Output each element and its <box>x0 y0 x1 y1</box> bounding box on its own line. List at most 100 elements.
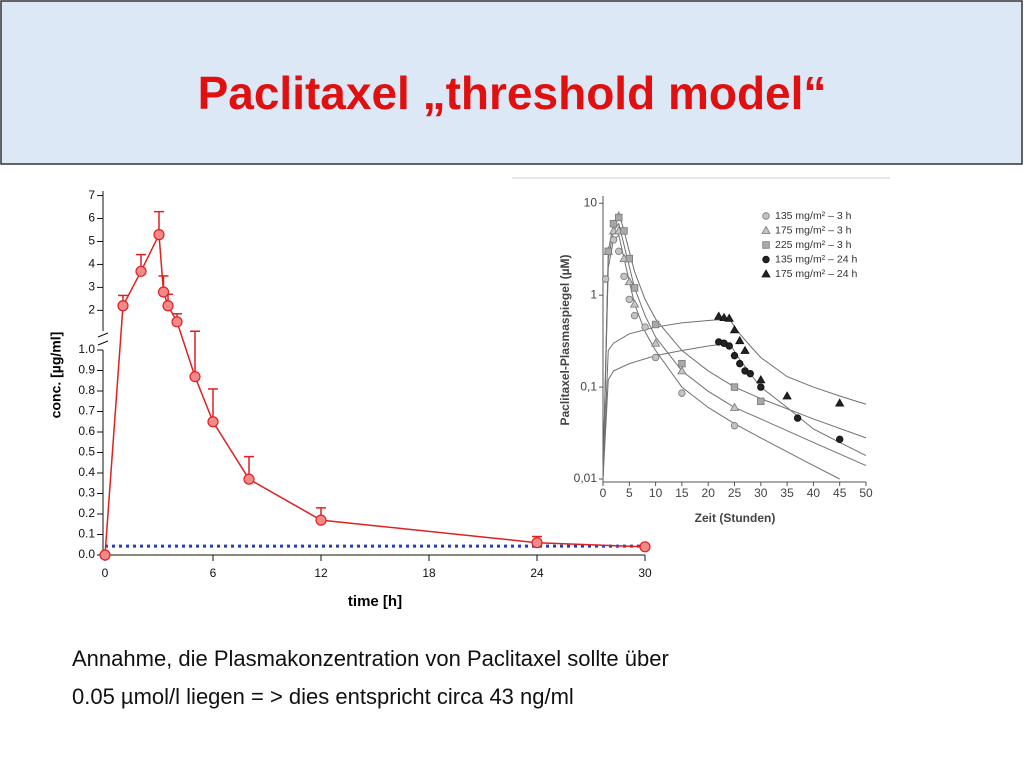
data-point <box>651 320 660 329</box>
y-tick-label: 3 <box>88 280 95 294</box>
x-tick-label: 12 <box>314 566 328 580</box>
data-point <box>736 359 744 368</box>
data-point <box>836 435 844 444</box>
x-tick-label: 35 <box>780 486 794 500</box>
x-tick-label: 5 <box>626 486 633 500</box>
x-tick-label: 45 <box>833 486 847 500</box>
legend-marker <box>762 241 770 249</box>
x-tick-label: 0 <box>600 486 607 500</box>
y-tick-label: 0.0 <box>78 547 95 561</box>
y-tick-label: 2 <box>88 303 95 317</box>
data-point <box>630 284 639 292</box>
y-tick-label: 0.3 <box>78 486 95 500</box>
y-tick-label: 7 <box>88 188 95 202</box>
y-tick-label: 1.0 <box>78 342 95 356</box>
data-point <box>782 391 792 400</box>
data-point <box>735 335 745 345</box>
axis-break <box>97 332 109 338</box>
data-point <box>677 366 687 375</box>
x-tick-label: 20 <box>702 486 716 500</box>
data-point <box>624 276 634 286</box>
data-point <box>604 247 612 256</box>
legend-label: 135 mg/m² – 24 h <box>775 253 857 265</box>
y-tick-label: 0.9 <box>78 363 95 377</box>
data-point <box>620 272 628 281</box>
data-point <box>157 286 170 298</box>
y-tick-label: 5 <box>88 234 95 248</box>
data-point <box>162 300 174 312</box>
legend-label: 175 mg/m² – 3 h <box>775 224 852 236</box>
slide-title: Paclitaxel „threshold model“ <box>198 67 827 119</box>
data-point <box>641 323 649 331</box>
data-point <box>99 549 111 561</box>
data-point <box>315 514 327 526</box>
data-point <box>756 375 766 384</box>
data-point <box>724 313 734 322</box>
y-axis-label: Paclitaxel-Plasmaspiegel (µM) <box>558 255 572 426</box>
x-tick-label: 18 <box>422 566 436 580</box>
axis-break <box>97 340 109 346</box>
legend-marker <box>761 225 771 234</box>
data-point <box>207 416 219 428</box>
body-text: Annahme, die Plasmakonzentration von Pac… <box>72 646 669 671</box>
data-point <box>729 402 740 411</box>
data-point <box>757 397 765 406</box>
x-tick-label: 30 <box>754 486 768 500</box>
data-point <box>171 316 183 328</box>
data-point <box>730 422 739 430</box>
x-tick-label: 0 <box>102 566 109 580</box>
data-point <box>601 275 610 283</box>
y-axis-label: conc. [µg/ml] <box>48 332 64 419</box>
data-point <box>615 247 623 256</box>
data-point <box>609 236 618 244</box>
y-tick-label: 0.2 <box>78 506 95 520</box>
error-bar <box>190 330 200 377</box>
y-tick-label: 0.7 <box>78 404 95 418</box>
data-point <box>609 219 618 228</box>
plot-background <box>540 180 885 530</box>
y-tick-label: 6 <box>88 211 95 225</box>
legend-marker <box>761 269 771 278</box>
data-point <box>757 383 765 391</box>
legend-marker <box>762 212 770 220</box>
data-point <box>714 311 724 320</box>
data-point <box>615 213 623 222</box>
legend-label: 135 mg/m² – 3 h <box>775 210 852 222</box>
data-point <box>620 227 628 235</box>
data-point <box>650 338 661 347</box>
y-tick-label: 0,01 <box>574 471 598 485</box>
data-point <box>793 414 802 422</box>
data-point <box>740 345 750 354</box>
legend-label: 225 mg/m² – 3 h <box>775 239 852 251</box>
x-axis-label: Zeit (Stunden) <box>695 511 776 525</box>
y-tick-label: 0.4 <box>78 465 95 479</box>
data-point <box>629 299 640 308</box>
x-tick-label: 10 <box>649 486 663 500</box>
x-axis-label: time [h] <box>348 593 402 610</box>
data-point <box>189 371 201 383</box>
x-tick-label: 25 <box>728 486 742 500</box>
x-tick-label: 40 <box>807 486 821 500</box>
data-point <box>719 312 729 322</box>
data-point <box>678 389 686 397</box>
x-tick-label: 15 <box>675 486 689 500</box>
data-point <box>531 537 543 549</box>
legend-label: 175 mg/m² – 24 h <box>775 268 857 280</box>
data-point <box>625 254 633 263</box>
data-point <box>746 369 754 378</box>
body-text: 0.05 µmol/l liegen = > dies entspricht c… <box>72 684 574 709</box>
title-box <box>0 0 1023 165</box>
x-tick-label: 50 <box>859 486 873 500</box>
y-tick-label: 0.1 <box>78 527 95 541</box>
data-point <box>725 342 733 350</box>
data-point <box>135 265 147 277</box>
data-point <box>153 229 165 241</box>
y-tick-label: 0,1 <box>580 379 597 393</box>
legend-marker <box>762 255 770 264</box>
data-point <box>729 325 740 334</box>
x-tick-label: 24 <box>530 566 544 580</box>
data-point <box>630 311 639 320</box>
